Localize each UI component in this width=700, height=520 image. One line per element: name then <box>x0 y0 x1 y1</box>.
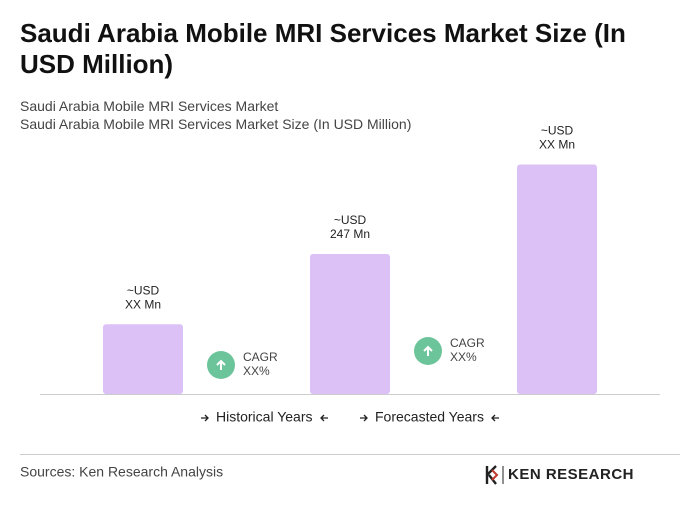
arrow-icon <box>320 414 328 422</box>
bar <box>517 164 597 394</box>
cagr-label: CAGR <box>243 350 278 364</box>
logo-icon <box>485 465 504 485</box>
value-label: XX Mn <box>539 138 575 152</box>
value-label: ~USD <box>334 213 367 227</box>
value-label: 247 Mn <box>330 227 370 241</box>
bar <box>103 324 183 394</box>
source: Sources: Ken Research Analysis <box>20 464 223 480</box>
legend-label: Forecasted Years <box>375 409 484 425</box>
value-label: ~USD <box>127 283 160 297</box>
cagr-label: XX% <box>450 350 477 364</box>
cagr-arrow <box>216 359 226 370</box>
logo-text: KEN RESEARCH <box>508 466 634 483</box>
cagr-label: CAGR <box>450 336 485 350</box>
bar <box>310 254 390 394</box>
value-label: XX Mn <box>125 297 161 311</box>
arrow-icon <box>201 414 209 422</box>
cagr-arrow <box>423 345 433 356</box>
subtitle: Saudi Arabia Mobile MRI Services Market … <box>20 116 412 132</box>
legend-label: Historical Years <box>216 409 313 425</box>
value-label: ~USD <box>541 124 574 138</box>
subtitle: Saudi Arabia Mobile MRI Services Market <box>20 98 279 114</box>
chart-title: Saudi Arabia Mobile MRI Services Market … <box>20 18 626 79</box>
cagr-label: XX% <box>243 364 270 378</box>
arrow-icon <box>360 414 368 422</box>
arrow-icon <box>491 414 499 422</box>
